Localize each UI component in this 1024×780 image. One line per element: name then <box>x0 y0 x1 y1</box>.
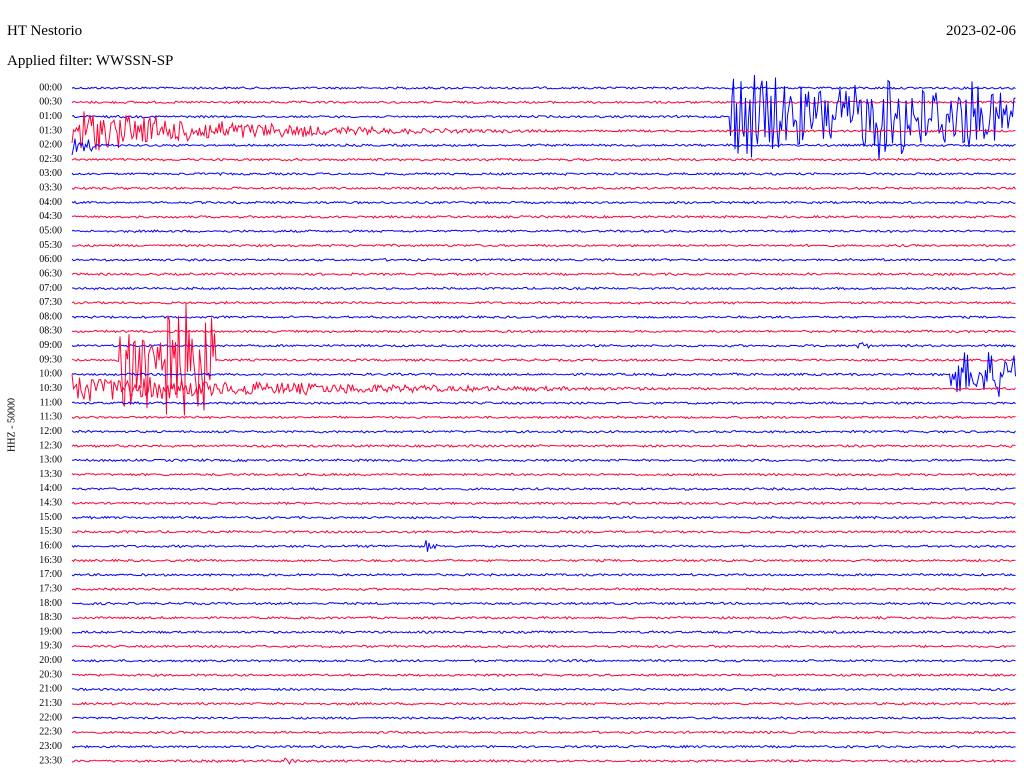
row-time-label: 14:00 <box>39 483 62 494</box>
row-time-label: 06:30 <box>39 268 62 279</box>
row-time-label: 21:30 <box>39 698 62 709</box>
row-time-label: 16:30 <box>39 555 62 566</box>
row-time-label: 09:30 <box>39 354 62 365</box>
row-time-label: 11:30 <box>40 412 62 423</box>
row-time-label: 12:30 <box>39 440 62 451</box>
row-time-label: 12:00 <box>39 426 62 437</box>
row-time-label: 21:00 <box>39 684 62 695</box>
row-time-label: 14:30 <box>39 498 62 509</box>
row-time-label: 08:30 <box>39 326 62 337</box>
row-time-label: 03:00 <box>39 168 62 179</box>
date: 2023-02-06 <box>946 23 1016 39</box>
row-time-label: 19:30 <box>39 641 62 652</box>
row-time-label: 03:30 <box>39 183 62 194</box>
row-time-label: 23:00 <box>39 741 62 752</box>
row-time-label: 00:00 <box>39 82 62 93</box>
filter: Applied filter: WWSSN-SP <box>7 53 173 69</box>
row-time-label: 13:00 <box>39 455 62 466</box>
row-time-label: 18:30 <box>39 612 62 623</box>
row-time-label: 02:00 <box>39 140 62 151</box>
row-time-label: 01:00 <box>39 111 62 122</box>
row-time-label: 05:30 <box>39 240 62 251</box>
row-time-label: 15:00 <box>39 512 62 523</box>
row-time-label: 16:00 <box>39 541 62 552</box>
row-time-label: 20:00 <box>39 655 62 666</box>
station-name: HT Nestorio <box>7 23 82 39</box>
row-time-label: 20:30 <box>39 669 62 680</box>
row-time-label: 06:00 <box>39 254 62 265</box>
row-time-label: 02:30 <box>39 154 62 165</box>
row-time-label: 10:00 <box>39 369 62 380</box>
row-time-label: 22:00 <box>39 712 62 723</box>
row-time-label: 07:30 <box>39 297 62 308</box>
row-time-label: 15:30 <box>39 526 62 537</box>
row-time-label: 10:30 <box>39 383 62 394</box>
row-time-label: 17:30 <box>39 583 62 594</box>
row-time-label: 13:30 <box>39 469 62 480</box>
channel-label: HHZ - 50000 <box>6 398 17 452</box>
row-time-label: 05:00 <box>39 225 62 236</box>
row-time-label: 07:00 <box>39 283 62 294</box>
row-time-label: 04:00 <box>39 197 62 208</box>
row-time-label: 00:30 <box>39 97 62 108</box>
row-time-label: 18:00 <box>39 598 62 609</box>
row-time-label: 17:00 <box>39 569 62 580</box>
row-time-label: 08:00 <box>39 311 62 322</box>
row-time-label: 04:30 <box>39 211 62 222</box>
row-time-label: 22:30 <box>39 727 62 738</box>
row-time-label: 01:30 <box>39 125 62 136</box>
row-time-label: 19:00 <box>39 626 62 637</box>
row-time-label: 11:00 <box>40 397 62 408</box>
row-time-label: 23:30 <box>39 755 62 766</box>
row-time-label: 09:00 <box>39 340 62 351</box>
